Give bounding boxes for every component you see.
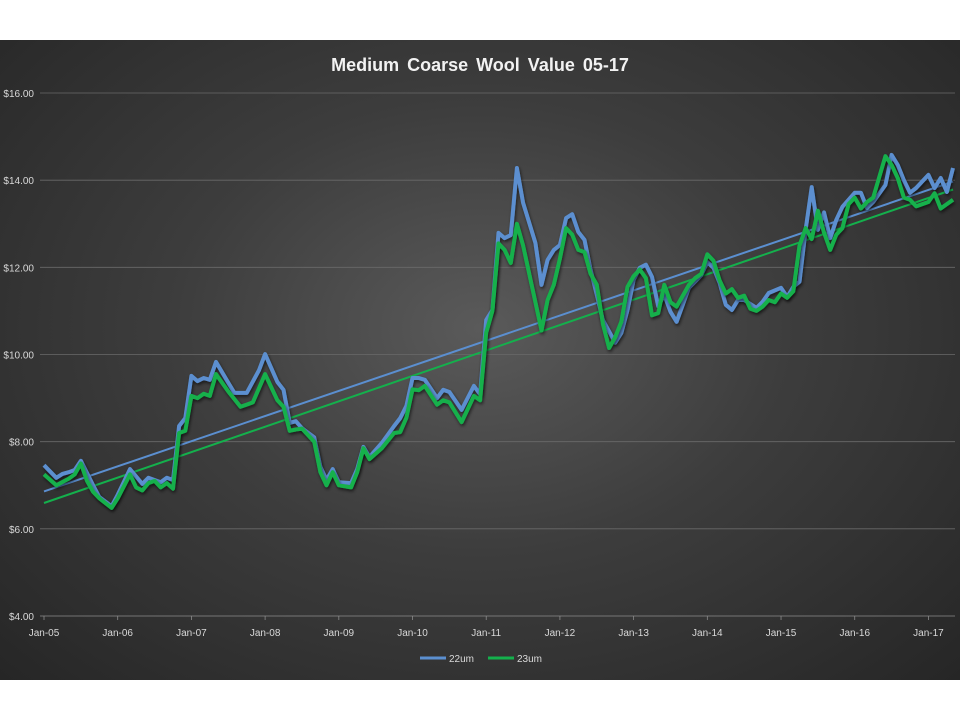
- x-tick-label: Jan-05: [29, 628, 60, 639]
- series-line-23um: [42, 154, 955, 510]
- chart-title: Medium Coarse Wool Value 05-17: [331, 55, 629, 75]
- legend-label-22um: 22um: [449, 654, 474, 665]
- y-axis-ticks: $4.00 $6.00 $8.00 $10.00 $12.00 $14.00 $16.00: [3, 89, 34, 623]
- trendline-22um: [43, 180, 954, 493]
- y-tick-label: $16.00: [3, 89, 34, 100]
- y-tick-label: $4.00: [9, 612, 34, 623]
- x-tick-label: Jan-10: [397, 628, 428, 639]
- x-axis-ticks: Jan-05 Jan-06 Jan-07 Jan-08 Jan-09 Jan-10 Jan-…: [29, 616, 944, 639]
- series-lines: [42, 152, 955, 510]
- x-tick-label: Jan-12: [545, 628, 576, 639]
- x-tick-label: Jan-15: [766, 628, 797, 639]
- x-tick-label: Jan-17: [913, 628, 944, 639]
- legend: 22um 23um: [420, 654, 542, 665]
- x-tick-label: Jan-14: [692, 628, 723, 639]
- x-tick-label: Jan-16: [839, 628, 870, 639]
- x-tick-label: Jan-13: [618, 628, 649, 639]
- chart-area: Medium Coarse Wool Value 05-17 $4.00 $6.0…: [0, 40, 960, 680]
- gridlines: [40, 92, 955, 617]
- legend-label-23um: 23um: [517, 654, 542, 665]
- x-tick-label: Jan-08: [250, 628, 281, 639]
- y-tick-label: $8.00: [9, 438, 34, 449]
- y-tick-label: $10.00: [3, 351, 34, 362]
- y-tick-label: $6.00: [9, 525, 34, 536]
- x-tick-label: Jan-06: [102, 628, 133, 639]
- series-line-22um: [42, 152, 955, 509]
- x-tick-label: Jan-09: [324, 628, 355, 639]
- x-tick-label: Jan-07: [176, 628, 207, 639]
- y-tick-label: $12.00: [3, 263, 34, 274]
- y-tick-label: $14.00: [3, 176, 34, 187]
- line-chart: Medium Coarse Wool Value 05-17 $4.00 $6.0…: [3, 55, 955, 665]
- x-tick-label: Jan-11: [471, 628, 501, 639]
